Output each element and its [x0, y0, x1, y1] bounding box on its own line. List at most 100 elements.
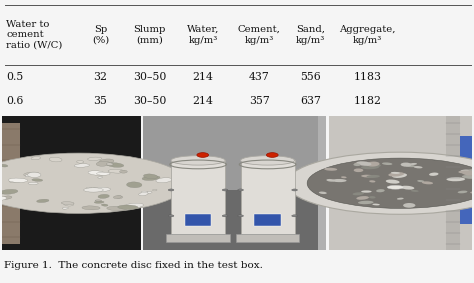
Ellipse shape	[358, 201, 374, 204]
Ellipse shape	[99, 159, 114, 164]
Bar	[328, 116, 472, 250]
Text: 637: 637	[300, 96, 321, 106]
Ellipse shape	[468, 169, 474, 172]
Ellipse shape	[461, 170, 470, 172]
Text: Water to
cement
ratio (W/C): Water to cement ratio (W/C)	[6, 20, 63, 50]
Ellipse shape	[94, 201, 104, 203]
Ellipse shape	[403, 203, 415, 208]
Ellipse shape	[238, 215, 244, 217]
Ellipse shape	[24, 172, 39, 176]
Ellipse shape	[401, 186, 414, 190]
Ellipse shape	[388, 172, 404, 177]
Bar	[446, 116, 460, 250]
Bar	[166, 234, 230, 242]
Ellipse shape	[417, 180, 424, 182]
Ellipse shape	[8, 178, 27, 183]
Ellipse shape	[397, 198, 404, 200]
Ellipse shape	[0, 192, 3, 195]
Text: 0.6: 0.6	[6, 96, 24, 106]
Ellipse shape	[139, 192, 148, 196]
Text: 556: 556	[300, 72, 321, 82]
Bar	[460, 136, 472, 224]
Ellipse shape	[96, 161, 110, 166]
Ellipse shape	[141, 191, 148, 194]
Ellipse shape	[98, 194, 109, 198]
Ellipse shape	[86, 188, 92, 189]
Bar	[236, 234, 299, 242]
Ellipse shape	[28, 182, 38, 185]
Ellipse shape	[324, 168, 337, 171]
Ellipse shape	[2, 196, 12, 199]
Ellipse shape	[90, 187, 110, 192]
Ellipse shape	[146, 192, 152, 194]
Ellipse shape	[106, 163, 113, 165]
Ellipse shape	[422, 181, 433, 184]
Bar	[185, 214, 211, 226]
Text: 214: 214	[193, 96, 214, 106]
Ellipse shape	[61, 202, 74, 205]
Text: 30–50: 30–50	[133, 72, 166, 82]
Ellipse shape	[83, 188, 103, 192]
Ellipse shape	[241, 156, 294, 165]
Ellipse shape	[144, 174, 158, 179]
Ellipse shape	[88, 188, 93, 190]
Ellipse shape	[77, 160, 84, 163]
Ellipse shape	[0, 153, 187, 213]
Ellipse shape	[116, 196, 123, 198]
Ellipse shape	[409, 163, 417, 165]
Ellipse shape	[74, 164, 90, 167]
Ellipse shape	[171, 156, 225, 165]
Ellipse shape	[406, 165, 415, 167]
Ellipse shape	[382, 162, 392, 165]
Bar	[143, 116, 326, 250]
Text: 32: 32	[93, 72, 108, 82]
Ellipse shape	[88, 171, 106, 175]
Ellipse shape	[125, 203, 144, 208]
Ellipse shape	[471, 191, 474, 193]
Ellipse shape	[401, 162, 411, 167]
Bar	[318, 116, 326, 250]
Ellipse shape	[319, 192, 327, 194]
Ellipse shape	[387, 185, 403, 189]
Ellipse shape	[36, 199, 49, 203]
Ellipse shape	[25, 174, 32, 177]
Ellipse shape	[156, 178, 172, 183]
Ellipse shape	[292, 215, 297, 217]
Ellipse shape	[32, 179, 43, 181]
Ellipse shape	[101, 204, 108, 206]
Ellipse shape	[95, 200, 101, 201]
Text: 0.5: 0.5	[6, 72, 23, 82]
Ellipse shape	[429, 173, 438, 176]
Text: Cement,
kg/m³: Cement, kg/m³	[238, 25, 281, 44]
Ellipse shape	[113, 196, 122, 198]
Ellipse shape	[356, 161, 372, 166]
Ellipse shape	[462, 171, 474, 176]
Ellipse shape	[414, 166, 422, 168]
Ellipse shape	[62, 207, 68, 209]
Ellipse shape	[366, 162, 380, 167]
Ellipse shape	[391, 172, 400, 174]
Bar	[2, 123, 20, 244]
Ellipse shape	[27, 172, 41, 177]
Ellipse shape	[64, 203, 73, 206]
Ellipse shape	[127, 182, 142, 188]
Ellipse shape	[307, 158, 474, 208]
Text: Figure 1.  The concrete disc fixed in the test box.: Figure 1. The concrete disc fixed in the…	[4, 261, 263, 270]
Ellipse shape	[142, 176, 160, 181]
Ellipse shape	[356, 196, 369, 200]
Ellipse shape	[49, 157, 62, 162]
Text: 1182: 1182	[354, 96, 382, 106]
Ellipse shape	[354, 163, 361, 166]
Ellipse shape	[366, 175, 380, 178]
Ellipse shape	[107, 206, 127, 211]
Ellipse shape	[327, 179, 335, 182]
Ellipse shape	[341, 176, 346, 178]
Text: Sand,
kg/m³: Sand, kg/m³	[296, 25, 325, 44]
Ellipse shape	[31, 156, 41, 160]
Ellipse shape	[30, 173, 39, 176]
Ellipse shape	[168, 215, 174, 217]
Ellipse shape	[369, 196, 375, 199]
Ellipse shape	[97, 172, 110, 175]
Text: 1183: 1183	[354, 72, 382, 82]
Ellipse shape	[367, 164, 381, 168]
